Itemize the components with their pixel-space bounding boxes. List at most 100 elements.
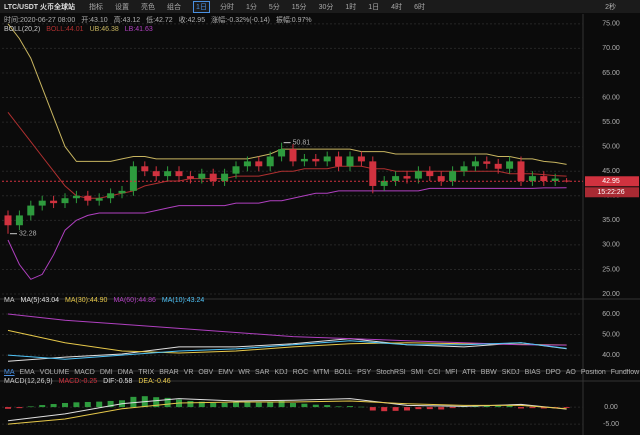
macd-bar bbox=[5, 407, 11, 409]
candle-body bbox=[426, 171, 434, 177]
indicator-tab[interactable]: BIAS bbox=[524, 369, 541, 376]
indicator-tab[interactable]: VOLUME bbox=[39, 369, 70, 376]
y-tick-label: 30.00 bbox=[602, 242, 620, 249]
macd-bar bbox=[73, 402, 80, 408]
legend-entry: MACD:-0.25 bbox=[58, 378, 98, 385]
legend-entry: DIF:-0.58 bbox=[103, 378, 133, 385]
indicator-tab[interactable]: OBV bbox=[198, 369, 214, 376]
indicator-tab[interactable]: SKDJ bbox=[501, 369, 520, 376]
macd-bar bbox=[233, 402, 239, 408]
period-button[interactable]: 1时 bbox=[345, 3, 357, 11]
indicator-tab[interactable]: VR bbox=[183, 369, 194, 376]
macd-bar bbox=[563, 407, 570, 408]
candle-body bbox=[84, 195, 92, 201]
ma-legend: MA MA(5):43.04 MA(30):44.90 MA(60):44.86 MA(… bbox=[4, 297, 204, 304]
macd-bar bbox=[381, 407, 388, 412]
legend-entry: LB:41.63 bbox=[124, 26, 153, 33]
indicator-tab[interactable]: KDJ bbox=[274, 369, 288, 376]
period-button[interactable]: 5分 bbox=[268, 3, 280, 11]
candle-body bbox=[278, 149, 286, 157]
macd-bar bbox=[324, 405, 331, 408]
indicator-tab[interactable]: CCI bbox=[428, 369, 441, 376]
indicator-tab[interactable]: Fundflow bbox=[610, 369, 640, 376]
period-button[interactable]: 1日 bbox=[368, 3, 380, 11]
period-button[interactable]: 30分 bbox=[318, 3, 334, 11]
period-button[interactable]: 分时 bbox=[219, 3, 234, 11]
indicator-tab[interactable]: SMI bbox=[410, 369, 424, 376]
legend-entry: MA(60):44.86 bbox=[113, 297, 156, 304]
candle-body bbox=[186, 176, 194, 179]
candle-body bbox=[141, 166, 149, 172]
period-select[interactable]: 1日 bbox=[193, 0, 210, 13]
indicator-tab[interactable]: TRIX bbox=[138, 369, 155, 376]
indicator-tab[interactable]: StochRSI bbox=[376, 369, 406, 376]
period-button[interactable]: 15分 bbox=[291, 3, 307, 11]
indicator-tab[interactable]: MTM bbox=[313, 369, 330, 376]
macd-bar bbox=[529, 407, 536, 409]
info-item: 高:43.12 bbox=[113, 17, 141, 24]
indicator-tab[interactable]: BOLL bbox=[334, 369, 353, 376]
macd-bar bbox=[255, 402, 262, 408]
indicator-tab[interactable]: DPO bbox=[545, 369, 561, 376]
max-annotation: 50.81 bbox=[293, 140, 311, 147]
toolbar-button[interactable]: 指标 bbox=[89, 3, 104, 11]
indicator-tab[interactable]: EMV bbox=[218, 369, 234, 376]
indicator-tab[interactable]: AO bbox=[565, 369, 576, 376]
macd-bar bbox=[506, 405, 513, 408]
macd-bar bbox=[518, 407, 524, 409]
legend-entry: MA(5):43.04 bbox=[20, 297, 60, 304]
indicator-tab[interactable]: ATR bbox=[462, 369, 476, 376]
macd-bar bbox=[244, 401, 251, 408]
indicator-line bbox=[7, 111, 567, 199]
macd-legend: MACD(12,26,9) MACD:-0.25 DIF:-0.58 DEA:-0.4… bbox=[4, 378, 171, 385]
y-tick-label: 60.00 bbox=[602, 94, 620, 101]
macd-bar bbox=[278, 400, 285, 408]
indicator-tab[interactable]: ROC bbox=[292, 369, 309, 376]
indicator-tab[interactable]: MA bbox=[4, 369, 15, 376]
candle-body bbox=[460, 166, 468, 172]
indicator-tab[interactable]: EMA bbox=[19, 369, 35, 376]
indicator-title: BOLL(20,2) bbox=[4, 26, 41, 33]
info-bar: 时间:2020-06-27 08:00 开:43.10 高:43.12 低:42.72… bbox=[4, 15, 312, 25]
indicator-tab[interactable]: Position bbox=[580, 369, 606, 376]
toolbar-button[interactable]: 亮色 bbox=[141, 3, 156, 11]
candle-body bbox=[266, 156, 274, 167]
candle-body bbox=[232, 166, 240, 174]
countdown-label: 15:22:26 bbox=[597, 189, 624, 196]
candle-body bbox=[449, 171, 457, 182]
candle-body bbox=[551, 178, 559, 182]
indicator-tab[interactable]: MFI bbox=[445, 369, 458, 376]
toolbar-button[interactable]: 设置 bbox=[115, 3, 130, 11]
candle-body bbox=[471, 161, 479, 167]
macd-bar bbox=[16, 407, 23, 409]
candle-body bbox=[528, 176, 536, 182]
macd-bar bbox=[312, 404, 319, 408]
indicator-tab[interactable]: BBW bbox=[480, 369, 497, 376]
indicator-tab[interactable]: MACD bbox=[74, 369, 95, 376]
indicator-line bbox=[7, 400, 567, 425]
refresh-rate[interactable]: 2秒 bbox=[605, 3, 616, 11]
macd-bar bbox=[426, 407, 433, 410]
candle-body bbox=[335, 156, 343, 167]
indicator-tab[interactable]: WR bbox=[238, 369, 251, 376]
indicator-tab[interactable]: SAR bbox=[255, 369, 270, 376]
candle-body bbox=[50, 200, 58, 204]
y-tick-label: 60.00 bbox=[602, 311, 620, 318]
period-button[interactable]: 4时 bbox=[391, 3, 403, 11]
period-button[interactable]: 6时 bbox=[414, 3, 425, 11]
indicator-tab[interactable]: BRAR bbox=[159, 369, 179, 376]
symbol[interactable]: LTC/USDT 火币全球站 bbox=[4, 3, 76, 11]
candle-body bbox=[72, 195, 80, 199]
indicator-tab[interactable]: DMI bbox=[99, 369, 113, 376]
macd-bar bbox=[415, 407, 422, 410]
toolbar-button[interactable]: 组合 bbox=[167, 3, 182, 11]
period-button[interactable]: 1分 bbox=[245, 3, 257, 11]
indicator-tab[interactable]: PSY bbox=[357, 369, 372, 376]
indicator-tab[interactable]: DMA bbox=[117, 369, 134, 376]
y-tick-label: 50.00 bbox=[602, 143, 620, 150]
macd-bar bbox=[164, 397, 171, 408]
macd-bar bbox=[449, 407, 456, 409]
candle-body bbox=[346, 156, 354, 167]
y-tick-label: -5.00 bbox=[603, 421, 619, 428]
